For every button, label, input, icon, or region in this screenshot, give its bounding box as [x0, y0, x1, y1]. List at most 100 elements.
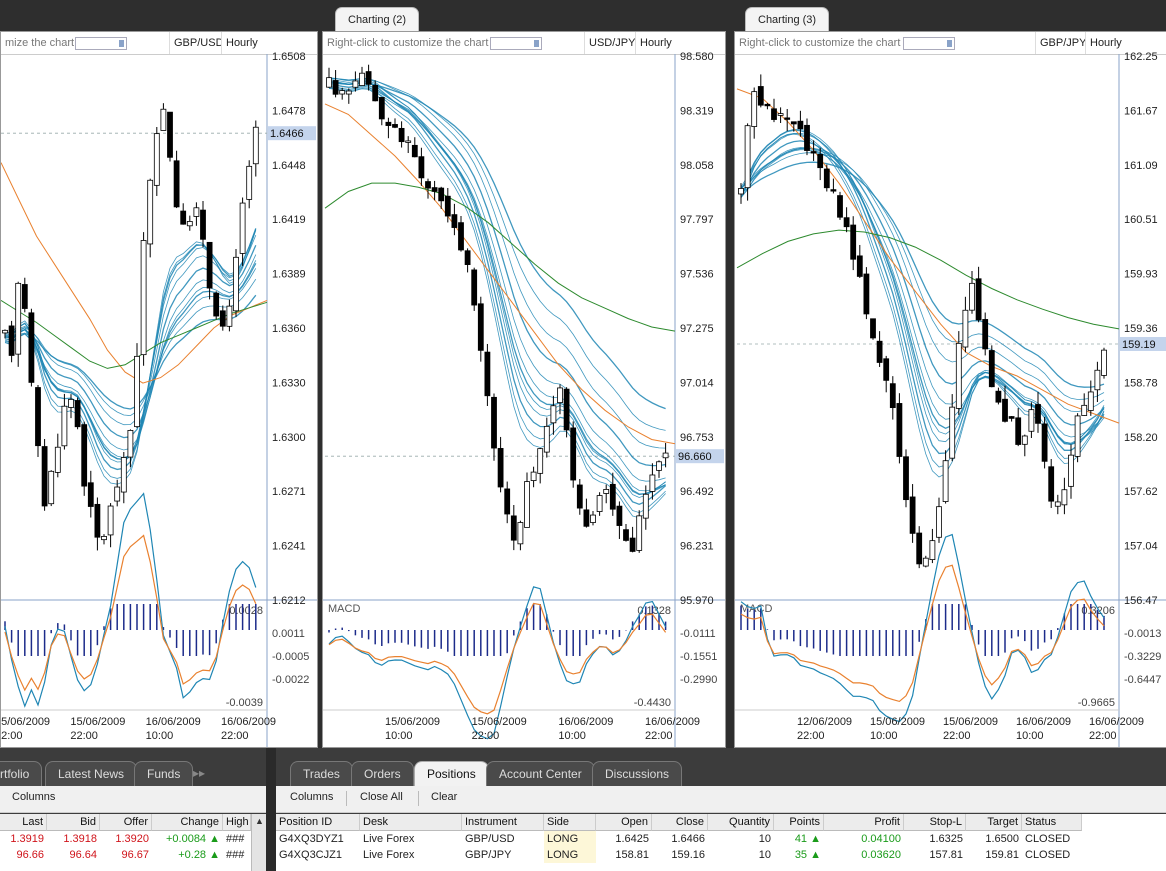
- price-chart[interactable]: 98.580 98.319 98.058 97.797 97.536 97.275 97.0…: [323, 32, 725, 747]
- interval-box[interactable]: Hourly: [635, 32, 676, 54]
- macd-signal-line: [740, 564, 1105, 703]
- ema-ribbon-line: [328, 88, 666, 519]
- candle-body: [107, 505, 114, 536]
- col-profit[interactable]: Profit: [824, 814, 904, 831]
- tab-latest-news[interactable]: Latest News: [45, 761, 138, 786]
- candle-body: [61, 405, 68, 447]
- col-bid[interactable]: Bid: [47, 814, 100, 831]
- col-points[interactable]: Points: [774, 814, 824, 831]
- candle-body: [392, 124, 398, 128]
- price-tick-label: 157.04: [1124, 541, 1158, 553]
- candle-body: [771, 108, 777, 120]
- col-last[interactable]: Last: [0, 814, 47, 831]
- symbol-box[interactable]: USD/JPY: [584, 32, 640, 54]
- quotes-toolbar: Columns: [0, 786, 266, 813]
- ema-ribbon-line: [740, 133, 1105, 478]
- interval-box[interactable]: Hourly: [1085, 32, 1126, 54]
- splitter[interactable]: [266, 748, 276, 871]
- col-offer[interactable]: Offer: [100, 814, 152, 831]
- price-tick-label: 159.36: [1124, 323, 1158, 335]
- cell-desk: Live Forex: [363, 833, 415, 845]
- bottom-panel: rtfolio Latest News Funds ▸▸ Columns Las…: [0, 748, 1166, 871]
- symbol-box[interactable]: GBP/JPY: [1035, 32, 1091, 54]
- symbol-box[interactable]: GBP/USD: [169, 32, 228, 54]
- candle-body: [738, 188, 744, 195]
- columns-button[interactable]: Columns: [12, 791, 56, 803]
- col-quantity[interactable]: Quantity: [708, 814, 774, 831]
- candle-body: [365, 71, 372, 85]
- tab-charting-2[interactable]: Charting (2): [335, 7, 420, 32]
- cell-high: ###: [226, 833, 245, 845]
- cell-points: 41 ▲: [794, 833, 821, 845]
- col-high[interactable]: High: [223, 814, 251, 831]
- ema-ribbon-line: [740, 129, 1105, 455]
- clear-button[interactable]: Clear: [431, 791, 458, 803]
- col-change[interactable]: Change: [152, 814, 223, 831]
- positions-grid: Position ID Desk Instrument Side Open Close Qu…: [276, 814, 1166, 871]
- candle-body: [982, 319, 989, 350]
- price-tick-label: 162.25: [1124, 51, 1158, 63]
- price-tick-label: 98.319: [680, 105, 714, 117]
- cell-last: 1.3919: [10, 833, 44, 845]
- price-tick-label: 159.93: [1124, 269, 1158, 281]
- columns-button[interactable]: Columns: [290, 791, 334, 803]
- tab-orders[interactable]: Orders: [351, 761, 414, 786]
- time-tick-time: 22:00: [472, 730, 500, 742]
- tab-positions[interactable]: Positions: [414, 761, 489, 786]
- zoom-slider[interactable]: [490, 37, 542, 50]
- tab-trades[interactable]: Trades: [290, 761, 353, 786]
- col-stop-l[interactable]: Stop-L: [904, 814, 966, 831]
- current-price-tag: [676, 449, 724, 464]
- price-tick-label: 97.014: [680, 377, 714, 389]
- candle-body: [48, 470, 55, 505]
- ema-ribbon-line: [328, 77, 666, 498]
- candle-body: [471, 269, 478, 306]
- candle-body: [596, 495, 603, 512]
- more-tabs-icon[interactable]: ▸▸: [193, 766, 206, 780]
- price-chart[interactable]: 1.6508 1.6478 1.6448 1.6419 1.6389 1.6360 1.63…: [1, 32, 317, 747]
- scroll-up-icon[interactable]: ▲: [255, 816, 264, 826]
- col-target[interactable]: Target: [966, 814, 1022, 831]
- zoom-slider[interactable]: [903, 37, 955, 50]
- macd-tick-label: -0.4430: [634, 697, 671, 709]
- candle-body: [603, 489, 610, 494]
- cell-status: CLOSED: [1025, 849, 1071, 861]
- chart-header: Right-click to customize the chart USD/J…: [323, 32, 725, 55]
- col-position-id[interactable]: Position ID: [276, 814, 360, 831]
- tab-charting-3[interactable]: Charting (3): [745, 7, 830, 32]
- price-tick-label: 156.47: [1124, 595, 1158, 607]
- cell-offer: 1.3920: [115, 833, 149, 845]
- candle-body: [850, 224, 857, 260]
- col-instrument[interactable]: Instrument: [462, 814, 544, 831]
- cell-last: 96.66: [16, 849, 44, 861]
- close-all-button[interactable]: Close All: [360, 791, 403, 803]
- macd-tick-label: -0.0005: [272, 651, 309, 663]
- price-tick-label: 98.058: [680, 160, 714, 172]
- price-tick-label: 95.970: [680, 595, 714, 607]
- col-desk[interactable]: Desk: [360, 814, 462, 831]
- current-price-tag: [268, 126, 316, 141]
- col-side[interactable]: Side: [544, 814, 596, 831]
- zoom-slider[interactable]: [75, 37, 127, 50]
- ema-ribbon-line: [740, 132, 1105, 468]
- cell-quantity: 10: [758, 833, 771, 845]
- candle-body: [81, 424, 88, 487]
- col-status[interactable]: Status: [1022, 814, 1082, 831]
- col-open[interactable]: Open: [596, 814, 652, 831]
- candle-body: [510, 515, 517, 541]
- macd-label: MACD: [328, 603, 360, 615]
- scrollbar[interactable]: ▲: [251, 814, 267, 871]
- col-close[interactable]: Close: [652, 814, 708, 831]
- tab-funds[interactable]: Funds: [134, 761, 194, 786]
- interval-box[interactable]: Hourly: [221, 32, 262, 54]
- cell-profit: 0.03620: [861, 849, 901, 861]
- tab-account-center[interactable]: Account Center: [486, 761, 595, 786]
- tab-portfolio[interactable]: rtfolio: [0, 761, 43, 786]
- price-tick-label: 97.536: [680, 269, 714, 281]
- candle-body: [147, 179, 154, 245]
- candle-body: [797, 120, 804, 130]
- candle-body: [21, 284, 28, 309]
- candle-body: [431, 187, 438, 192]
- price-chart[interactable]: 162.25 161.67 161.09 160.51 159.93 159.36 158.…: [735, 32, 1166, 747]
- tab-discussions[interactable]: Discussions: [592, 761, 683, 786]
